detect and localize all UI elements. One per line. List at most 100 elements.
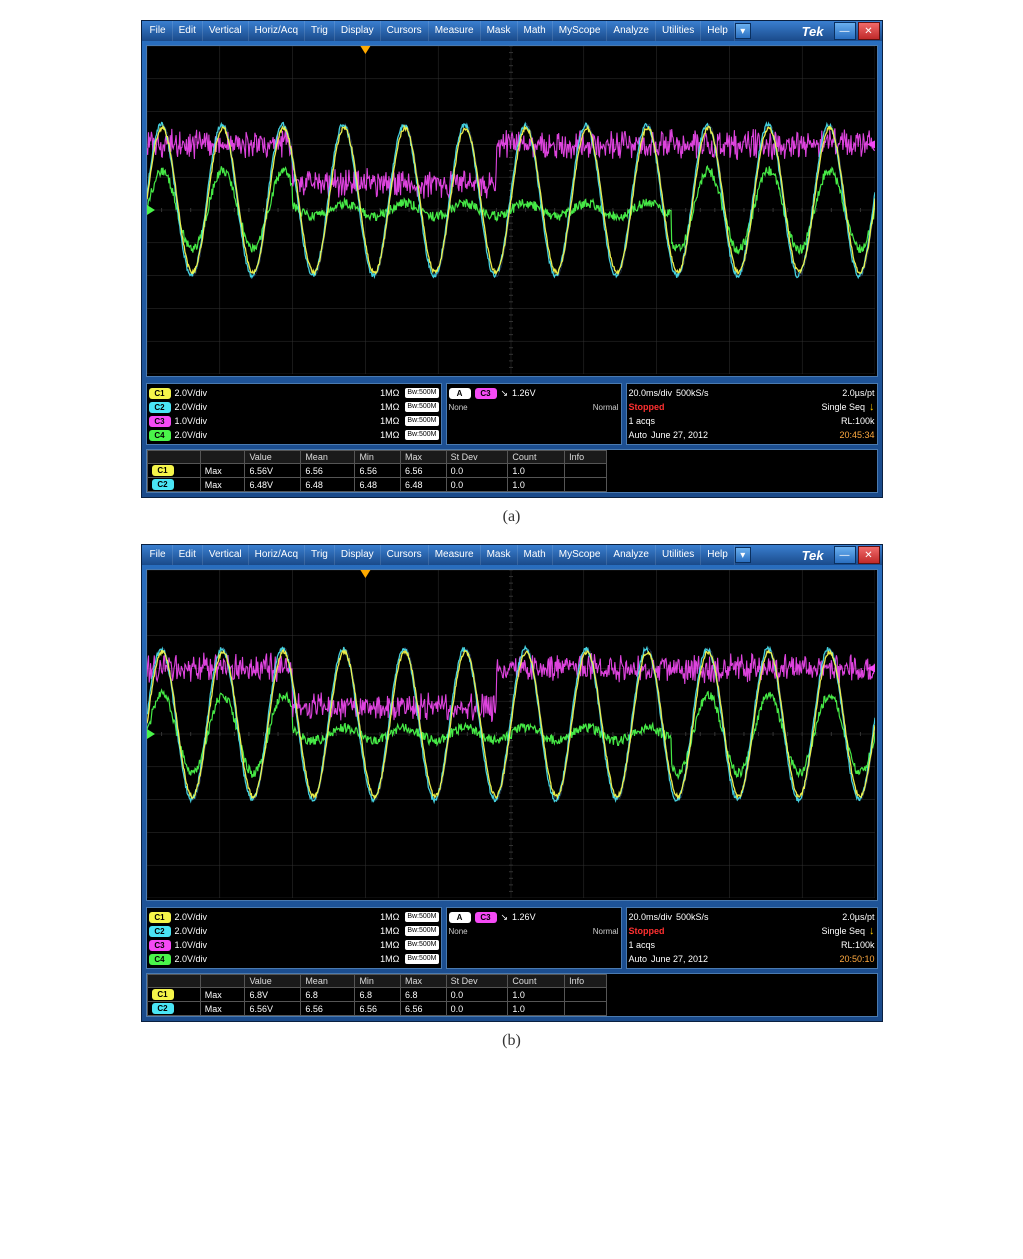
- menu-math[interactable]: Math: [518, 545, 553, 565]
- channel-scale: 1.0V/div: [175, 416, 208, 426]
- acq-resolution: 2.0µs/pt: [842, 912, 874, 922]
- meas-count: 1.0: [508, 464, 565, 478]
- channel-row-c2[interactable]: C2 2.0V/div 1MΩ Bw:500M: [149, 400, 439, 414]
- channel-scale: 2.0V/div: [175, 430, 208, 440]
- trigger-source-badge: C3: [475, 912, 497, 923]
- channel-bw-badge: Bw:500M: [405, 402, 438, 412]
- meas-value: 6.56V: [245, 464, 301, 478]
- trigger-panel: A C3 ↘ 1.26V None Normal: [446, 907, 622, 969]
- meas-table-inner: ValueMeanMinMaxSt DevCountInfo C1 Max 6.…: [147, 974, 607, 1016]
- menu-utilities[interactable]: Utilities: [656, 545, 701, 565]
- waveform-svg: [147, 570, 875, 898]
- channel-badge: C4: [149, 430, 171, 441]
- trigger-source-badge: C3: [475, 388, 497, 399]
- menu-vertical[interactable]: Vertical: [203, 21, 249, 41]
- menu-help[interactable]: Help: [701, 545, 735, 565]
- meas-count: 1.0: [508, 1002, 565, 1016]
- meas-col-header: St Dev: [446, 451, 508, 464]
- channel-badge: C2: [149, 402, 171, 413]
- menu-mask[interactable]: Mask: [481, 545, 518, 565]
- menu-myscope[interactable]: MyScope: [553, 545, 608, 565]
- menu-analyze[interactable]: Analyze: [607, 545, 656, 565]
- acquisition-panel: 20.0ms/div 500kS/s 2.0µs/pt Stopped Sing…: [626, 383, 878, 445]
- menu-math[interactable]: Math: [518, 21, 553, 41]
- channel-badge: C3: [149, 940, 171, 951]
- meas-param: Max: [200, 988, 245, 1002]
- menu-vertical[interactable]: Vertical: [203, 545, 249, 565]
- meas-col-header: Min: [355, 451, 401, 464]
- trigger-none: None: [449, 927, 468, 936]
- minimize-button[interactable]: —: [834, 546, 856, 564]
- channel-row-c4[interactable]: C4 2.0V/div 1MΩ Bw:500M: [149, 952, 439, 966]
- meas-max: 6.8: [401, 988, 447, 1002]
- meas-row: C2 Max 6.48V 6.48 6.48 6.48 0.0 1.0: [147, 478, 606, 492]
- meas-col-header: [147, 975, 200, 988]
- channel-bw-badge: Bw:500M: [405, 416, 438, 426]
- menu-myscope[interactable]: MyScope: [553, 21, 608, 41]
- menu-help[interactable]: Help: [701, 21, 735, 41]
- channel-bw-badge: Bw:500M: [405, 430, 438, 440]
- menubar: FileEditVerticalHoriz/AcqTrigDisplayCurs…: [142, 545, 882, 565]
- meas-stdev: 0.0: [446, 464, 508, 478]
- meas-stdev: 0.0: [446, 478, 508, 492]
- menu-mask[interactable]: Mask: [481, 21, 518, 41]
- meas-mean: 6.8: [301, 988, 355, 1002]
- menu-display[interactable]: Display: [335, 545, 381, 565]
- channel-row-c1[interactable]: C1 2.0V/div 1MΩ Bw:500M: [149, 386, 439, 400]
- acq-timediv: 20.0ms/div: [629, 912, 673, 922]
- channel-badge: C2: [149, 926, 171, 937]
- menu-edit[interactable]: Edit: [173, 21, 203, 41]
- menu-analyze[interactable]: Analyze: [607, 21, 656, 41]
- menu-horizacq[interactable]: Horiz/Acq: [249, 545, 305, 565]
- menu-measure[interactable]: Measure: [429, 545, 481, 565]
- trigger-mode: Normal: [593, 403, 619, 412]
- acq-auto: Auto: [629, 954, 648, 964]
- menu-dropdown-icon[interactable]: ▾: [735, 23, 751, 39]
- channel-row-c3[interactable]: C3 1.0V/div 1MΩ Bw:500M: [149, 414, 439, 428]
- acq-seq: Single Seq: [821, 926, 865, 936]
- meas-col-header: Mean: [301, 975, 355, 988]
- meas-ch-badge: C2: [152, 1003, 174, 1014]
- channel-coupling: 1MΩ: [380, 926, 399, 936]
- channel-coupling: 1MΩ: [380, 402, 399, 412]
- meas-col-header: St Dev: [446, 975, 508, 988]
- meas-ch-badge: C2: [152, 479, 174, 490]
- close-button[interactable]: ✕: [858, 22, 880, 40]
- close-button[interactable]: ✕: [858, 546, 880, 564]
- meas-mean: 6.56: [301, 464, 355, 478]
- acq-status: Stopped: [629, 926, 665, 936]
- menu-trig[interactable]: Trig: [305, 545, 335, 565]
- minimize-button[interactable]: —: [834, 22, 856, 40]
- channel-row-c1[interactable]: C1 2.0V/div 1MΩ Bw:500M: [149, 910, 439, 924]
- meas-param: Max: [200, 1002, 245, 1016]
- meas-col-header: Info: [565, 975, 606, 988]
- channel-scale: 2.0V/div: [175, 954, 208, 964]
- meas-col-header: Info: [565, 451, 606, 464]
- meas-col-header: Min: [355, 975, 401, 988]
- meas-max: 6.48: [401, 478, 447, 492]
- menu-dropdown-icon[interactable]: ▾: [735, 547, 751, 563]
- channel-row-c4[interactable]: C4 2.0V/div 1MΩ Bw:500M: [149, 428, 439, 442]
- channel-scale: 2.0V/div: [175, 926, 208, 936]
- menu-horizacq[interactable]: Horiz/Acq: [249, 21, 305, 41]
- menu-edit[interactable]: Edit: [173, 545, 203, 565]
- meas-min: 6.56: [355, 1002, 401, 1016]
- waveform-svg: [147, 46, 875, 374]
- menu-cursors[interactable]: Cursors: [381, 21, 429, 41]
- channel-settings-panel: C1 2.0V/div 1MΩ Bw:500MC2 2.0V/div 1MΩ B…: [146, 383, 442, 445]
- channel-row-c3[interactable]: C3 1.0V/div 1MΩ Bw:500M: [149, 938, 439, 952]
- channel-row-c2[interactable]: C2 2.0V/div 1MΩ Bw:500M: [149, 924, 439, 938]
- acq-rl: RL:100k: [841, 416, 875, 426]
- meas-info: [565, 478, 606, 492]
- menu-trig[interactable]: Trig: [305, 21, 335, 41]
- acq-seq: Single Seq: [821, 402, 865, 412]
- menu-measure[interactable]: Measure: [429, 21, 481, 41]
- menu-cursors[interactable]: Cursors: [381, 545, 429, 565]
- channel-coupling: 1MΩ: [380, 430, 399, 440]
- menu-display[interactable]: Display: [335, 21, 381, 41]
- menu-file[interactable]: File: [144, 21, 173, 41]
- acq-date: June 27, 2012: [651, 954, 708, 964]
- menu-utilities[interactable]: Utilities: [656, 21, 701, 41]
- menu-file[interactable]: File: [144, 545, 173, 565]
- meas-row: C2 Max 6.56V 6.56 6.56 6.56 0.0 1.0: [147, 1002, 606, 1016]
